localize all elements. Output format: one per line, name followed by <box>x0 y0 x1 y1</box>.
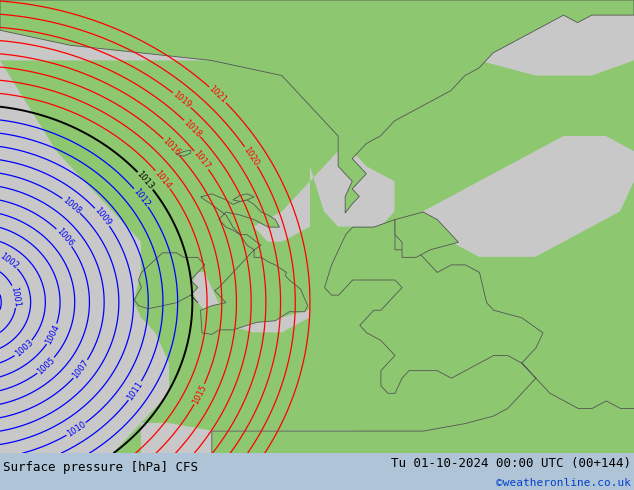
Text: 1013: 1013 <box>135 170 156 192</box>
Text: 1012: 1012 <box>131 187 151 209</box>
Text: 1020: 1020 <box>242 145 261 168</box>
Text: 1019: 1019 <box>171 90 193 110</box>
Text: 1015: 1015 <box>191 383 209 406</box>
Text: 1011: 1011 <box>126 380 145 402</box>
Text: 1010: 1010 <box>65 420 87 439</box>
Text: 1018: 1018 <box>182 118 203 139</box>
Text: ©weatheronline.co.uk: ©weatheronline.co.uk <box>496 478 631 489</box>
Text: 1002: 1002 <box>0 251 20 271</box>
Text: 1007: 1007 <box>71 358 91 380</box>
Text: Tu 01-10-2024 00:00 UTC (00+144): Tu 01-10-2024 00:00 UTC (00+144) <box>391 457 631 470</box>
Text: 1001: 1001 <box>10 285 22 308</box>
Text: 1003: 1003 <box>13 338 35 359</box>
Text: 1016: 1016 <box>161 136 182 158</box>
Text: 1005: 1005 <box>36 355 57 376</box>
Text: 1017: 1017 <box>191 149 212 172</box>
Text: 1021: 1021 <box>207 84 228 105</box>
Text: 1004: 1004 <box>44 323 61 345</box>
Text: 1008: 1008 <box>60 196 82 216</box>
Text: 1009: 1009 <box>93 206 113 228</box>
Text: Surface pressure [hPa] CFS: Surface pressure [hPa] CFS <box>3 462 198 474</box>
Text: 1006: 1006 <box>54 226 75 248</box>
Text: 1014: 1014 <box>153 169 173 191</box>
